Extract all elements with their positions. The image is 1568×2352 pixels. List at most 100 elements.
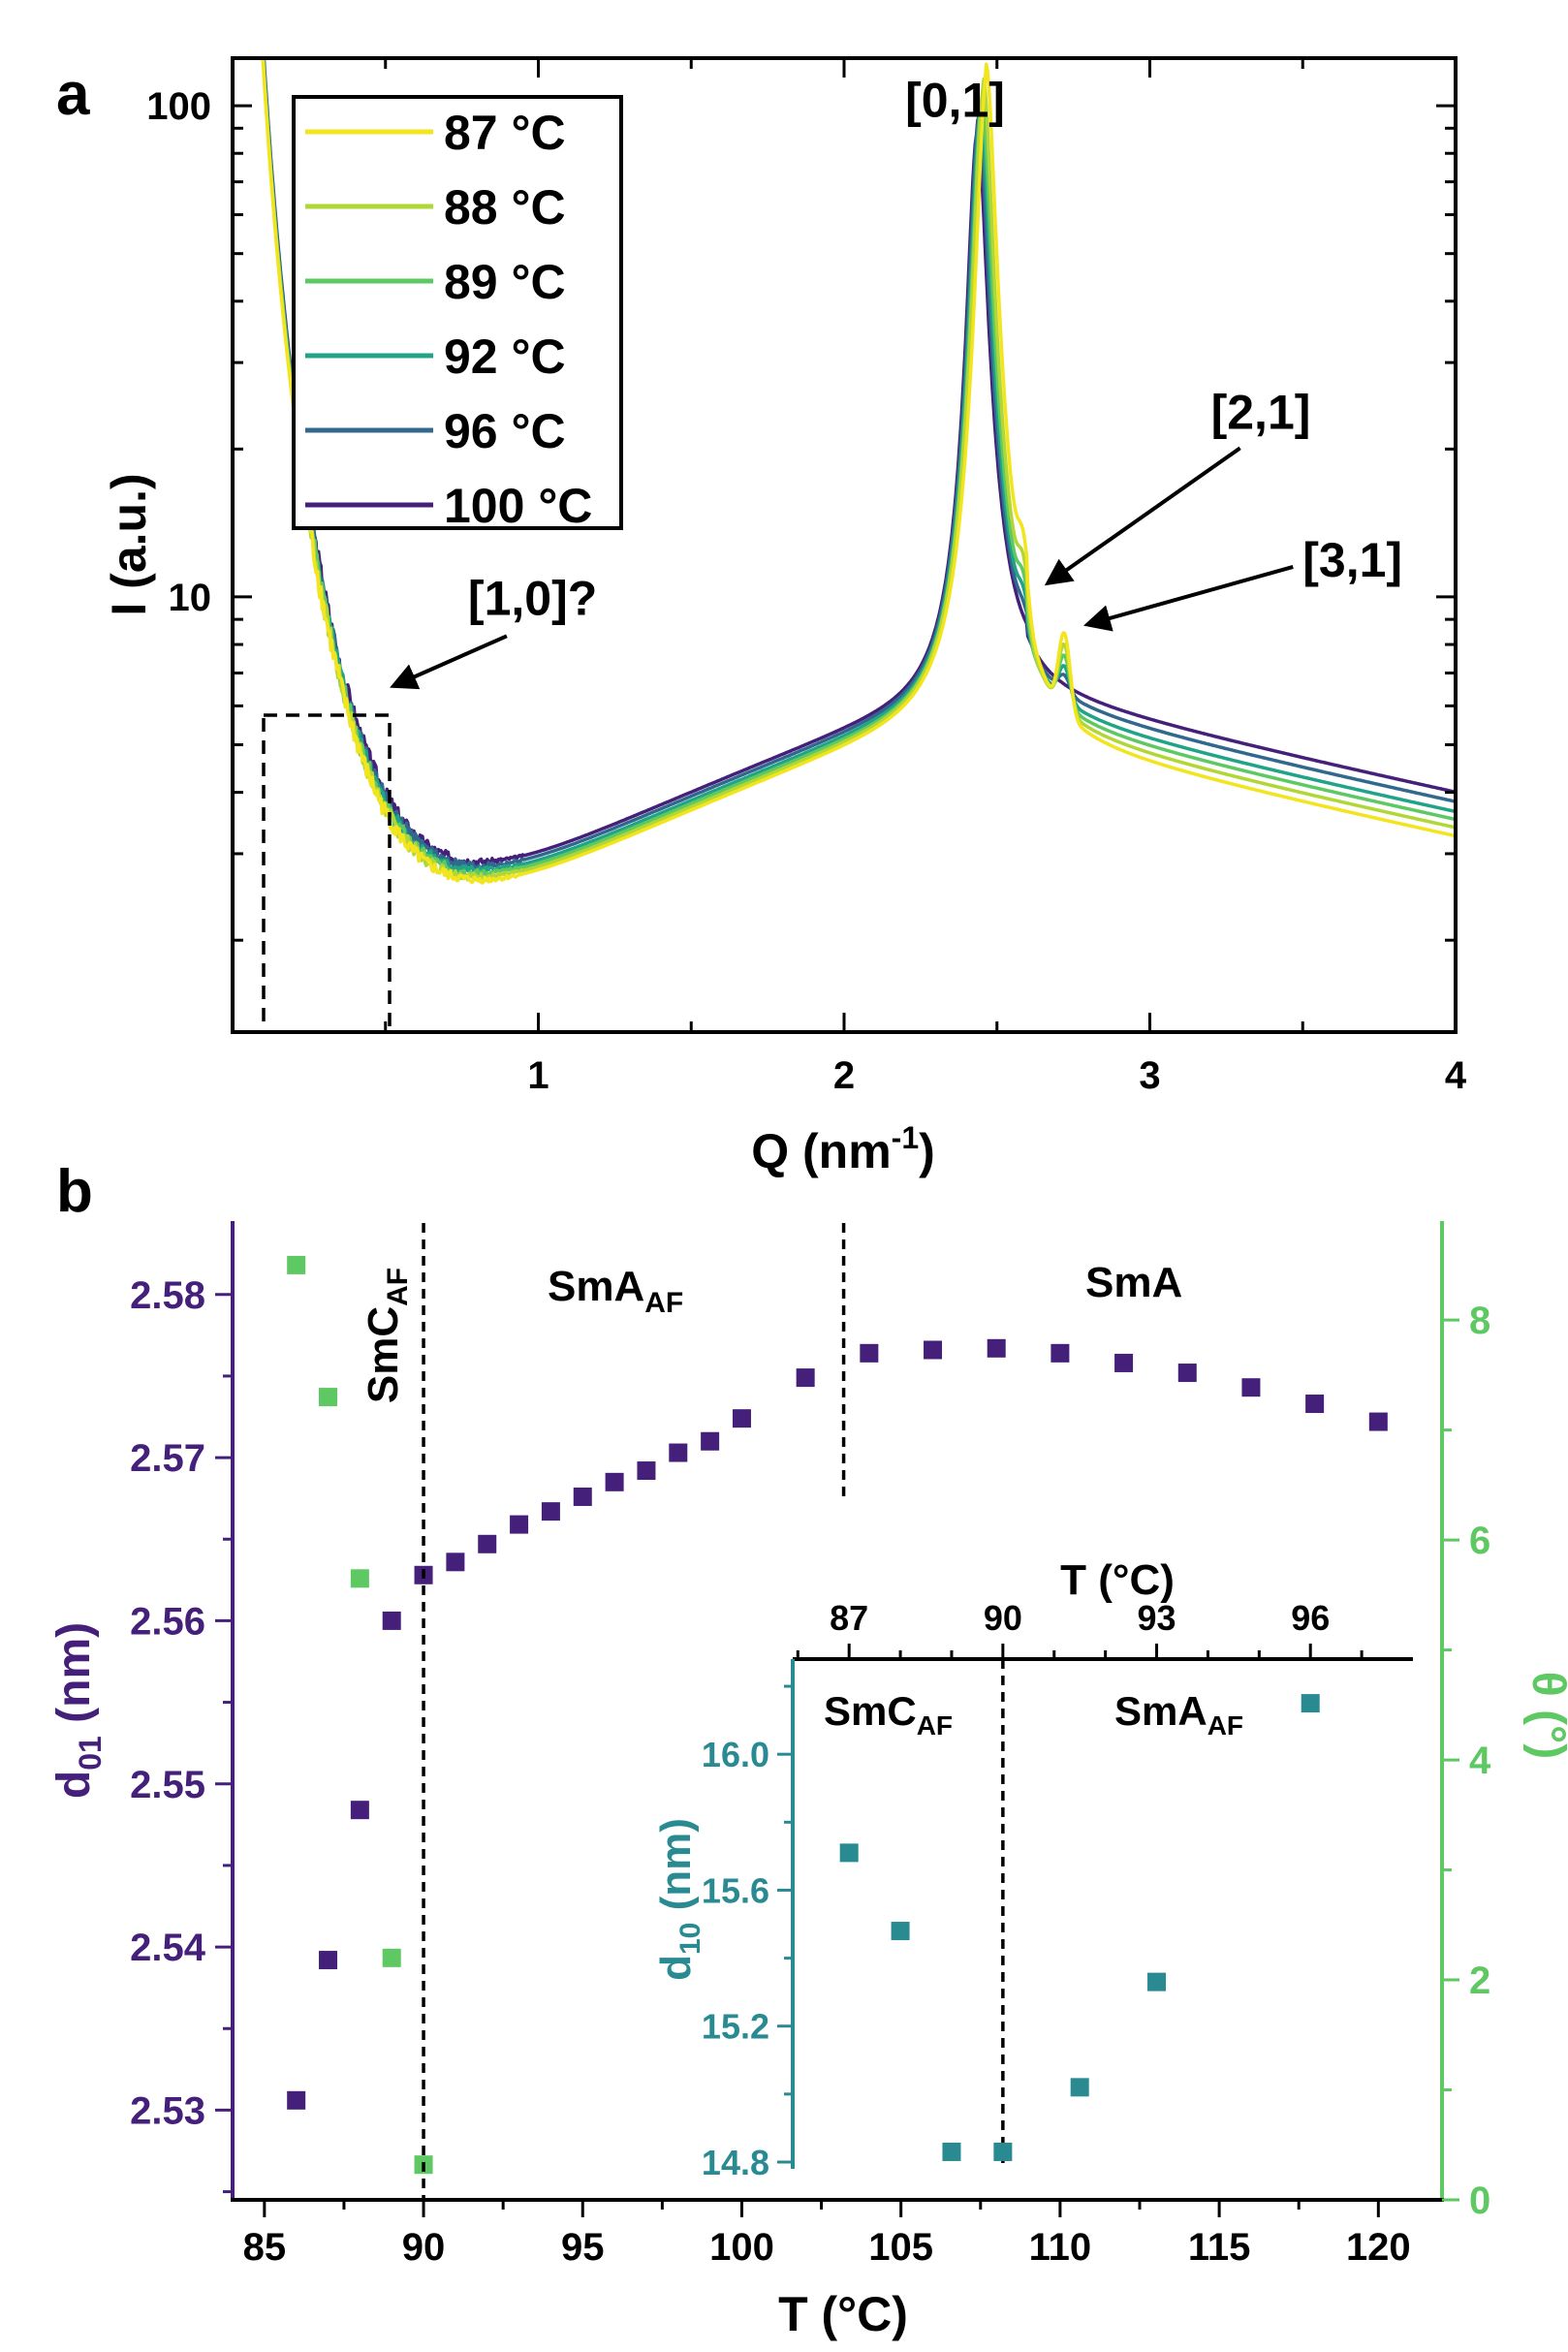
inset-y-tick-label: 15.6 (702, 1870, 769, 1910)
d01-point (446, 1552, 465, 1572)
legend-label: 87 °C (444, 106, 566, 160)
d01-point (669, 1443, 688, 1462)
annotation-label: [2,1] (1211, 385, 1311, 439)
annotation-label: [3,1] (1302, 533, 1402, 587)
x-tick-label: 120 (1346, 2226, 1411, 2269)
y-right-tick-label: 0 (1469, 2180, 1490, 2222)
annotation-label: [1,0]? (468, 571, 597, 625)
inset-y-axis: 14.8 15.2 15.6 16.0 (702, 1684, 793, 2182)
legend-box (292, 95, 623, 530)
series-line-87C (261, 58, 1456, 885)
x-tick-label: 90 (402, 2226, 446, 2269)
inset-y-tick-label: 14.8 (702, 2143, 769, 2182)
peak-annotations: [0,1] [2,1] [3,1] [1,0]? (390, 73, 1402, 690)
inset-x-tick-label: 96 (1291, 1598, 1330, 1638)
saxs-curves (261, 58, 1456, 885)
d01-point (701, 1431, 720, 1451)
phase-label-smc: SmCAF (360, 1268, 414, 1403)
y-left-tick-label: 2.55 (130, 1764, 205, 1806)
y-axis-right-b: 0 2 4 6 8 (1442, 1300, 1491, 2222)
x-tick-label: 4 (1445, 1054, 1467, 1097)
legend-label: 96 °C (444, 404, 566, 458)
d10-point (1147, 1972, 1167, 1991)
x-tick-label: 110 (1029, 2226, 1092, 2269)
legend-label: 88 °C (444, 180, 566, 235)
inset-phase-label-left: SmCAF (824, 1688, 953, 1740)
theta-point (319, 1388, 338, 1407)
y-axis-label-right-b: θ (°) (1522, 1672, 1568, 1759)
x-tick-label: 105 (868, 2226, 933, 2269)
y-left-tick-label: 2.57 (130, 1437, 205, 1480)
inset-x-tick-label: 90 (984, 1598, 1022, 1638)
annotation-label: [0,1] (905, 73, 1005, 127)
theta-point (287, 1255, 306, 1274)
legend-label: 92 °C (444, 329, 566, 384)
x-axis-label-a: Q (nm-1) (751, 1120, 935, 1178)
y-axis-label-left-b: d01 (nm) (48, 1622, 108, 1799)
inset-y-tick-label: 15.2 (702, 2007, 769, 2047)
inset-y-axis-label: d10 (nm) (652, 1818, 706, 1981)
x-tick-label: 1 (527, 1054, 549, 1097)
x-tick-label: 115 (1188, 2226, 1251, 2269)
series-line-89C (261, 58, 1456, 878)
panel-a-label: a (56, 61, 90, 128)
d01-point (1177, 1364, 1197, 1383)
d01-point (478, 1534, 497, 1553)
x-tick-label: 85 (243, 2226, 287, 2269)
x-tick-label: 2 (833, 1054, 855, 1097)
d01-point (287, 2090, 306, 2110)
x-axis-a: 1 2 3 4 (384, 58, 1467, 1097)
panel-b-label: b (56, 1158, 93, 1225)
inset-y-tick-label: 16.0 (702, 1735, 769, 1774)
annotation-arrow (1083, 565, 1294, 632)
theta-point (382, 1948, 401, 1967)
d01-point (1305, 1395, 1325, 1414)
d10-point (1070, 2078, 1089, 2097)
inset-x-axis: 87 90 93 96 (796, 1598, 1364, 1659)
y-left-tick-label: 2.56 (130, 1600, 205, 1643)
x-tick-label: 95 (561, 2226, 605, 2269)
d01-point (1241, 1378, 1261, 1397)
inset-x-axis-label: T (°C) (1060, 1556, 1175, 1604)
d01-point (541, 1502, 560, 1521)
legend-label: 100 °C (444, 479, 592, 533)
x-axis-label-b: T (°C) (778, 2287, 908, 2341)
main-plot-b (287, 1255, 1388, 2175)
y-right-tick-label: 8 (1469, 1300, 1490, 1342)
d10-point (891, 1922, 910, 1941)
y-axis-label-a: I (a.u.) (102, 473, 156, 615)
d01-point (382, 1611, 401, 1630)
y-right-tick-label: 2 (1469, 1960, 1490, 2002)
annotation-arrow (390, 634, 508, 690)
y-right-tick-label: 4 (1469, 1740, 1491, 1782)
y-right-tick-label: 6 (1469, 1520, 1490, 1562)
inset-phase-label-right: SmAAF (1114, 1688, 1243, 1740)
d01-point (319, 1951, 338, 1970)
d01-point (573, 1487, 592, 1506)
d01-point (1368, 1412, 1388, 1431)
panel-b: b 85 90 95 100 105 110 115 120 2.53 2.54 2.55 2.56… (48, 1158, 1568, 2341)
d01-point (350, 1801, 369, 1820)
d10-point (942, 2142, 961, 2161)
d01-point (510, 1515, 529, 1534)
d10-point (839, 1843, 859, 1863)
legend-label: 89 °C (444, 255, 566, 309)
d01-point (605, 1472, 624, 1491)
phase-boundaries (422, 1223, 846, 2200)
panel-a: a 1 2 3 4 10 100 Q (nm-1) I (a.u.) 87 °C 88 °… (56, 56, 1467, 1178)
d01-point (732, 1409, 751, 1428)
inset-x-tick-label: 87 (830, 1598, 868, 1638)
legend: 87 °C 88 °C 89 °C 92 °C 96 °C 100 °C (292, 95, 623, 533)
d01-point (796, 1368, 815, 1388)
d01-point (924, 1340, 943, 1360)
x-axis-b: 85 90 95 100 105 110 115 120 (243, 2200, 1411, 2269)
y-tick-label: 100 (146, 85, 211, 128)
d01-point (860, 1343, 879, 1363)
d01-point (1114, 1353, 1134, 1372)
theta-point (350, 1569, 369, 1588)
inset-plot: 87 90 93 96 14.8 15.2 15.6 16.0 T (°C) d10 (nm… (652, 1556, 1413, 2182)
inset-x-tick-label: 93 (1138, 1598, 1176, 1638)
y-axis-left-b: 2.53 2.54 2.55 2.56 2.57 2.58 (130, 1274, 233, 2194)
y-axis-a: 10 100 (146, 85, 1456, 942)
y-left-tick-label: 2.58 (130, 1274, 205, 1317)
